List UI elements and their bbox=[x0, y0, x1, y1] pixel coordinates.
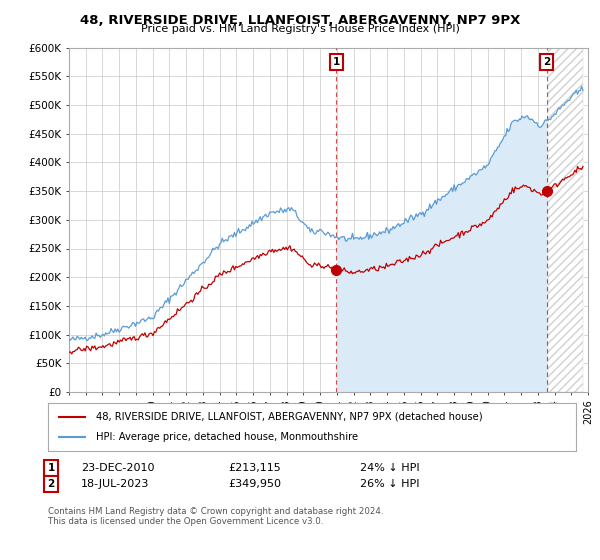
Text: £213,115: £213,115 bbox=[228, 463, 281, 473]
Text: 1: 1 bbox=[333, 57, 340, 67]
Text: £349,950: £349,950 bbox=[228, 479, 281, 489]
Text: 1: 1 bbox=[47, 463, 55, 473]
Text: Contains HM Land Registry data © Crown copyright and database right 2024.
This d: Contains HM Land Registry data © Crown c… bbox=[48, 507, 383, 526]
Text: 18-JUL-2023: 18-JUL-2023 bbox=[81, 479, 149, 489]
Text: 2: 2 bbox=[47, 479, 55, 489]
Text: 23-DEC-2010: 23-DEC-2010 bbox=[81, 463, 155, 473]
Text: 48, RIVERSIDE DRIVE, LLANFOIST, ABERGAVENNY, NP7 9PX: 48, RIVERSIDE DRIVE, LLANFOIST, ABERGAVE… bbox=[80, 14, 520, 27]
Text: HPI: Average price, detached house, Monmouthshire: HPI: Average price, detached house, Monm… bbox=[95, 432, 358, 442]
Text: 2: 2 bbox=[543, 57, 550, 67]
Text: 48, RIVERSIDE DRIVE, LLANFOIST, ABERGAVENNY, NP7 9PX (detached house): 48, RIVERSIDE DRIVE, LLANFOIST, ABERGAVE… bbox=[95, 412, 482, 422]
Text: 24% ↓ HPI: 24% ↓ HPI bbox=[360, 463, 419, 473]
Text: Price paid vs. HM Land Registry's House Price Index (HPI): Price paid vs. HM Land Registry's House … bbox=[140, 24, 460, 34]
Text: 26% ↓ HPI: 26% ↓ HPI bbox=[360, 479, 419, 489]
